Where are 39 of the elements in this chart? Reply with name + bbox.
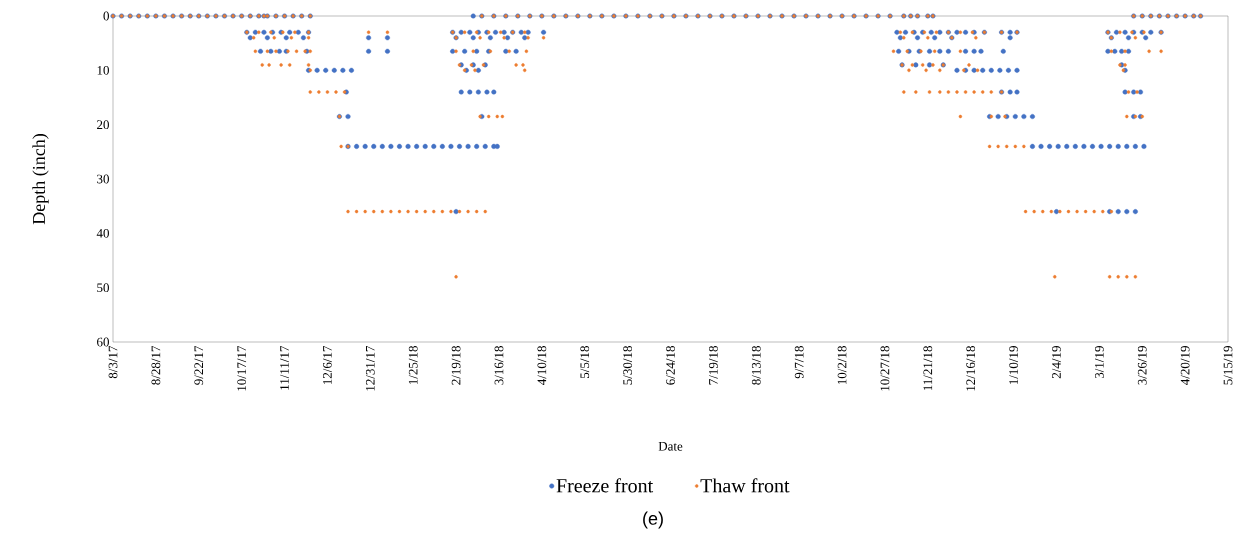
x-tick-label: 2/4/19 <box>1052 346 1061 379</box>
x-tick-label: 8/13/18 <box>751 346 761 385</box>
y-tick-label: 30 <box>97 174 109 184</box>
x-tick-label: 3/16/18 <box>494 346 504 385</box>
text: (e) <box>643 511 663 529</box>
y-tick-label: 60 <box>97 337 109 347</box>
x-tick-label: 12/6/17 <box>323 345 332 385</box>
y-tick-label: 10 <box>97 65 109 75</box>
y-tick-label: 20 <box>97 120 109 130</box>
x-tick-label: 12/16/18 <box>966 346 976 391</box>
x-tick-label: 9/22/17 <box>194 345 204 385</box>
x-tick-label: 12/31/17 <box>365 345 375 391</box>
x-tick-label: 10/27/18 <box>880 346 890 391</box>
x-tick-label: 7/19/18 <box>709 346 718 385</box>
x-tick-label: 4/10/18 <box>537 346 547 385</box>
x-tick-label: 9/7/18 <box>794 346 804 379</box>
y-tick-label: 40 <box>96 228 109 238</box>
y-tick-label: 50 <box>97 283 109 293</box>
x-tick-label: 8/3/17 <box>108 345 118 379</box>
x-tick-label: 5/5/18 <box>580 346 590 378</box>
x-tick-label: 2/19/18 <box>451 346 461 385</box>
x-tick-label: 6/24/18 <box>666 346 675 385</box>
x-tick-label: 1/25/18 <box>408 346 418 385</box>
x-tick-label: 3/1/19 <box>1094 346 1104 379</box>
x-tick-label: 5/30/18 <box>623 346 632 385</box>
x-tick-label: 11/11/17 <box>280 345 289 390</box>
x-tick-label: 4/20/19 <box>1180 346 1190 385</box>
x-tick-label: 1/10/19 <box>1009 346 1018 385</box>
legend-label: Freeze front <box>556 478 654 493</box>
x-tick-label: 5/15/19 <box>1223 346 1233 385</box>
x-axis-title: Date <box>658 442 683 451</box>
x-tick-label: 8/28/17 <box>151 345 161 385</box>
x-tick-label: 10/2/18 <box>837 346 847 385</box>
x-tick-label: 10/17/17 <box>237 345 247 391</box>
x-tick-label: 11/21/18 <box>923 346 933 391</box>
legend-label: Thaw front <box>700 478 790 493</box>
x-tick-label: 3/26/19 <box>1137 346 1147 385</box>
y-tick-label: 0 <box>103 11 109 21</box>
y-axis-title: Depth (inch) <box>32 134 49 225</box>
